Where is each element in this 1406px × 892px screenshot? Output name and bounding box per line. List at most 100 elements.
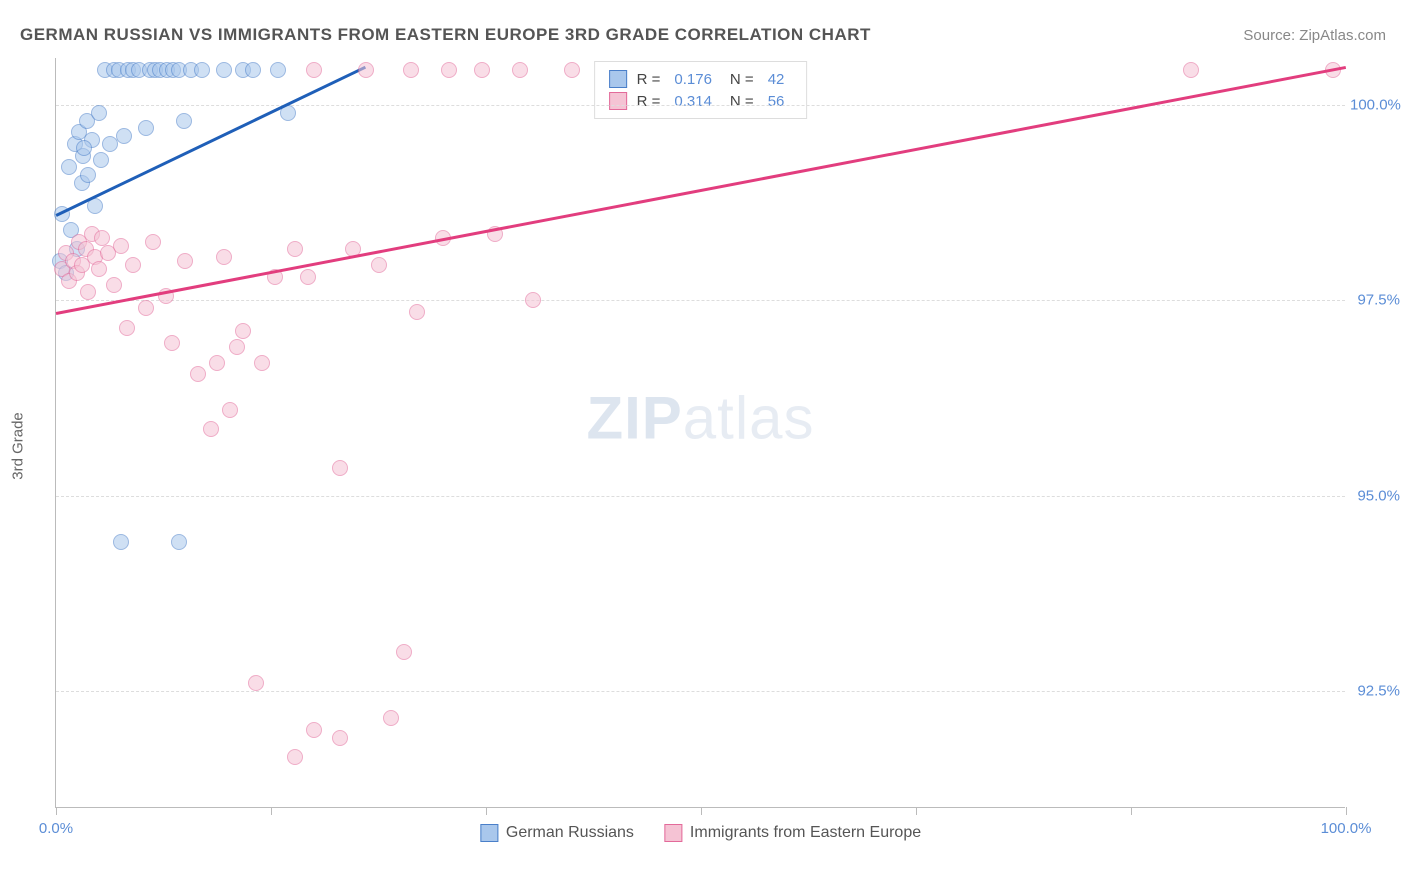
x-tick-label: 0.0% <box>39 820 73 837</box>
data-point <box>306 722 322 738</box>
data-point <box>80 167 96 183</box>
data-point <box>209 355 225 371</box>
data-point <box>203 421 219 437</box>
data-point <box>383 710 399 726</box>
gridline <box>56 300 1345 301</box>
x-tick-label: 100.0% <box>1321 820 1372 837</box>
data-point <box>113 238 129 254</box>
data-point <box>245 62 261 78</box>
data-point <box>396 644 412 660</box>
data-point <box>125 257 141 273</box>
legend-row: R = 0.176 N = 42 <box>609 68 793 90</box>
data-point <box>474 62 490 78</box>
data-point <box>194 62 210 78</box>
data-point <box>371 257 387 273</box>
x-tick <box>1346 807 1347 815</box>
data-point <box>332 730 348 746</box>
legend-swatch <box>609 70 627 88</box>
legend-swatch <box>609 92 627 110</box>
data-point <box>216 249 232 265</box>
data-point <box>564 62 580 78</box>
data-point <box>61 159 77 175</box>
data-point <box>138 300 154 316</box>
legend-n-label: N = <box>730 93 754 110</box>
title-bar: GERMAN RUSSIAN VS IMMIGRANTS FROM EASTER… <box>20 20 1386 50</box>
data-point <box>270 62 286 78</box>
legend-swatch <box>664 824 682 842</box>
legend-swatch <box>480 824 498 842</box>
data-point <box>145 234 161 250</box>
x-tick <box>701 807 702 815</box>
data-point <box>171 534 187 550</box>
legend-r-value: 0.176 <box>674 71 712 88</box>
watermark: ZIPatlas <box>586 383 814 452</box>
data-point <box>176 113 192 129</box>
data-point <box>332 460 348 476</box>
x-tick <box>486 807 487 815</box>
data-point <box>441 62 457 78</box>
data-point <box>235 323 251 339</box>
data-point <box>358 62 374 78</box>
legend-item: Immigrants from Eastern Europe <box>664 824 921 842</box>
data-point <box>229 339 245 355</box>
legend-r-label: R = <box>637 93 661 110</box>
legend-n-value: 42 <box>768 71 785 88</box>
data-point <box>119 320 135 336</box>
y-tick-label: 92.5% <box>1350 682 1400 699</box>
gridline <box>56 496 1345 497</box>
correlation-legend: R = 0.176 N = 42 R = 0.314 N = 56 <box>594 61 808 119</box>
data-point <box>525 292 541 308</box>
legend-r-label: R = <box>637 71 661 88</box>
y-tick-label: 100.0% <box>1350 96 1400 113</box>
data-point <box>222 402 238 418</box>
data-point <box>91 105 107 121</box>
data-point <box>106 277 122 293</box>
x-tick <box>56 807 57 815</box>
data-point <box>94 230 110 246</box>
data-point <box>216 62 232 78</box>
data-point <box>76 140 92 156</box>
data-point <box>287 241 303 257</box>
data-point <box>80 284 96 300</box>
legend-n-label: N = <box>730 71 754 88</box>
x-tick <box>1131 807 1132 815</box>
legend-series-label: Immigrants from Eastern Europe <box>690 824 921 842</box>
y-axis-label: 3rd Grade <box>10 412 27 480</box>
data-point <box>138 120 154 136</box>
legend-row: R = 0.314 N = 56 <box>609 90 793 112</box>
series-legend: German Russians Immigrants from Eastern E… <box>480 824 921 842</box>
data-point <box>287 749 303 765</box>
legend-item: German Russians <box>480 824 634 842</box>
data-point <box>116 128 132 144</box>
data-point <box>190 366 206 382</box>
plot-area: ZIPatlas R =0.176N =42R =0.314N =56 Germ… <box>55 58 1345 808</box>
data-point <box>1183 62 1199 78</box>
y-tick-label: 95.0% <box>1350 487 1400 504</box>
watermark-light: atlas <box>683 384 815 451</box>
data-point <box>409 304 425 320</box>
data-point <box>177 253 193 269</box>
data-point <box>512 62 528 78</box>
legend-n-value: 56 <box>768 93 785 110</box>
source-attribution: Source: ZipAtlas.com <box>1243 27 1386 44</box>
data-point <box>164 335 180 351</box>
source-link[interactable]: ZipAtlas.com <box>1299 27 1386 44</box>
data-point <box>306 62 322 78</box>
data-point <box>113 534 129 550</box>
legend-series-label: German Russians <box>506 824 634 842</box>
gridline <box>56 691 1345 692</box>
data-point <box>93 152 109 168</box>
data-point <box>87 198 103 214</box>
chart-title: GERMAN RUSSIAN VS IMMIGRANTS FROM EASTER… <box>20 25 871 45</box>
legend-r-value: 0.314 <box>674 93 712 110</box>
y-tick-label: 97.5% <box>1350 292 1400 309</box>
data-point <box>248 675 264 691</box>
x-tick <box>271 807 272 815</box>
source-prefix: Source: <box>1243 27 1299 44</box>
watermark-bold: ZIP <box>586 384 682 451</box>
x-tick <box>916 807 917 815</box>
data-point <box>91 261 107 277</box>
data-point <box>254 355 270 371</box>
data-point <box>403 62 419 78</box>
data-point <box>300 269 316 285</box>
